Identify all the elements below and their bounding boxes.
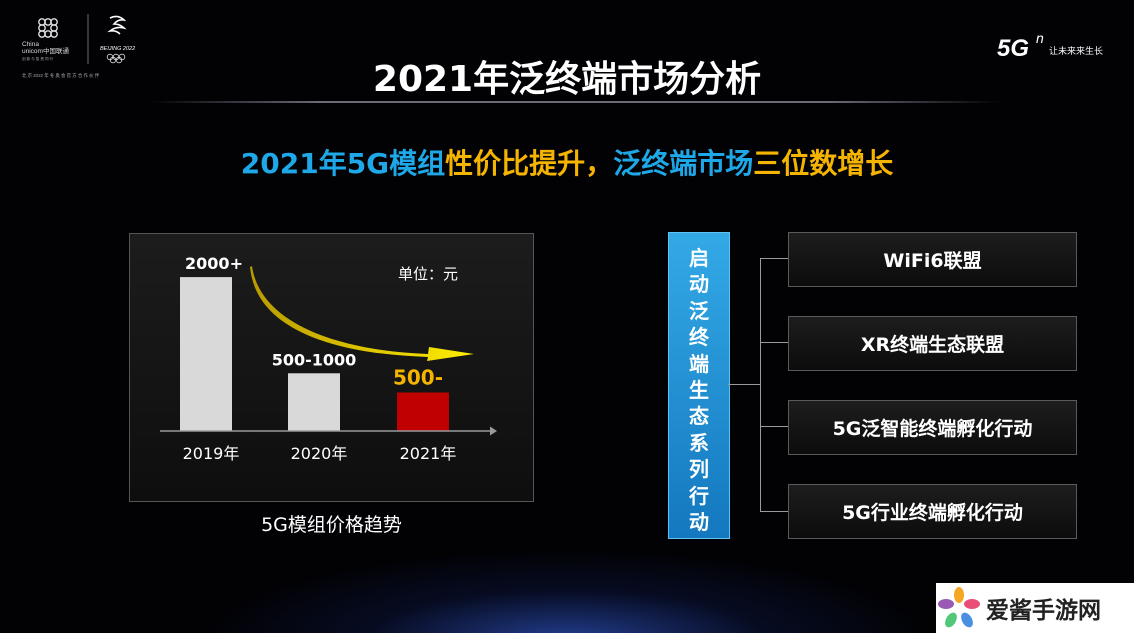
olympic-emblem-icon: BEIJING 2022 (100, 15, 135, 64)
connector-main (728, 384, 761, 385)
subtitle-part2: 性价比提升 (445, 147, 586, 180)
ecosystem-action-char: 泛 (689, 298, 709, 323)
unicom-knot-icon (38, 18, 58, 38)
unicom-olympic-logo: China unicom中国联通 创 新 与 智 慧 同 行 BEIJING 2… (22, 14, 135, 79)
initiative-5g-smart: 5G泛智能终端孵化行动 (788, 400, 1077, 455)
connector-1 (760, 258, 788, 259)
price-chart: 2000+ 2019年 500-1000 2020年 500- 2021年 单位：元 (129, 233, 534, 502)
subtitle-part1: 2021年5G模组 (240, 147, 446, 180)
x-tick-label-3: 2021年 (400, 444, 457, 463)
unicom-line1: China (22, 41, 39, 48)
bar-1 (180, 277, 232, 431)
x-tick-label-2: 2020年 (291, 444, 348, 463)
chart-caption: 5G模组价格趋势 (261, 514, 402, 536)
page-title: 2021年泛终端市场分析 (372, 59, 762, 100)
fiveg-mark: 5G (997, 35, 1029, 62)
unicom-line2: unicom中国联通 (22, 46, 69, 55)
ecosystem-action-char: 动 (689, 510, 709, 535)
bar-value-label-3: 500- (393, 366, 443, 390)
ecosystem-action-char: 系 (689, 430, 709, 455)
unit-label: 单位：元 (398, 265, 458, 283)
trend-arrow (250, 266, 474, 361)
ecosystem-action-text: 启动泛终端生态系列行动 (669, 245, 729, 535)
ecosystem-action-char: 生 (689, 378, 709, 403)
ecosystem-action-char: 动 (689, 272, 709, 297)
ecosystem-action-char: 态 (689, 404, 709, 429)
subtitle: 2021年5G模组性价比提升，泛终端市场三位数增长 (0, 142, 1134, 182)
connector-3 (760, 426, 788, 427)
ecosystem-action-char: 行 (689, 483, 709, 508)
ecosystem-action-box: 启动泛终端生态系列行动 (668, 232, 730, 539)
initiative-wifi6: WiFi6联盟 (788, 232, 1077, 287)
initiative-5g-industry: 5G行业终端孵化行动 (788, 484, 1077, 539)
ecosystem-action-char: 列 (689, 457, 709, 482)
connector-2 (760, 342, 788, 343)
bar-value-label-2: 500-1000 (272, 350, 357, 369)
connector-vertical (760, 258, 761, 512)
olympic-label: BEIJING 2022 (100, 46, 135, 52)
ecosystem-action-char: 启 (689, 246, 709, 270)
bar-2 (288, 373, 340, 431)
watermark: 爱酱手游网 (936, 583, 1134, 633)
subtitle-part3: ， (585, 147, 614, 180)
bar-value-label-1: 2000+ (185, 254, 243, 273)
fiveg-sup: n (1036, 30, 1044, 46)
ecosystem-action-char: 端 (689, 351, 709, 376)
x-tick-label-1: 2019年 (183, 444, 240, 463)
fiveg-logo: 5G n 让未来来生长 (997, 30, 1103, 62)
subtitle-part5: 三位数增长 (753, 147, 894, 180)
subtitle-part4: 泛终端市场 (613, 147, 754, 180)
connector-4 (760, 511, 788, 512)
chart-canvas: 2000+ 2019年 500-1000 2020年 500- 2021年 单位：元 (160, 254, 497, 463)
fiveg-slogan: 让未来来生长 (1049, 45, 1103, 56)
title-divider (150, 101, 1000, 103)
unicom-tagline: 创 新 与 智 慧 同 行 (22, 56, 54, 61)
watermark-text: 爱酱手游网 (986, 598, 1101, 624)
bar-3 (397, 392, 449, 431)
x-axis-arrow-icon (490, 426, 497, 436)
initiative-xr: XR终端生态联盟 (788, 316, 1077, 371)
ecosystem-action-char: 终 (689, 325, 709, 350)
partner-line: 北 京 2022 年 冬 奥 会 官 方 合 作 伙 伴 (22, 72, 100, 79)
watermark-logo-icon (938, 587, 980, 628)
